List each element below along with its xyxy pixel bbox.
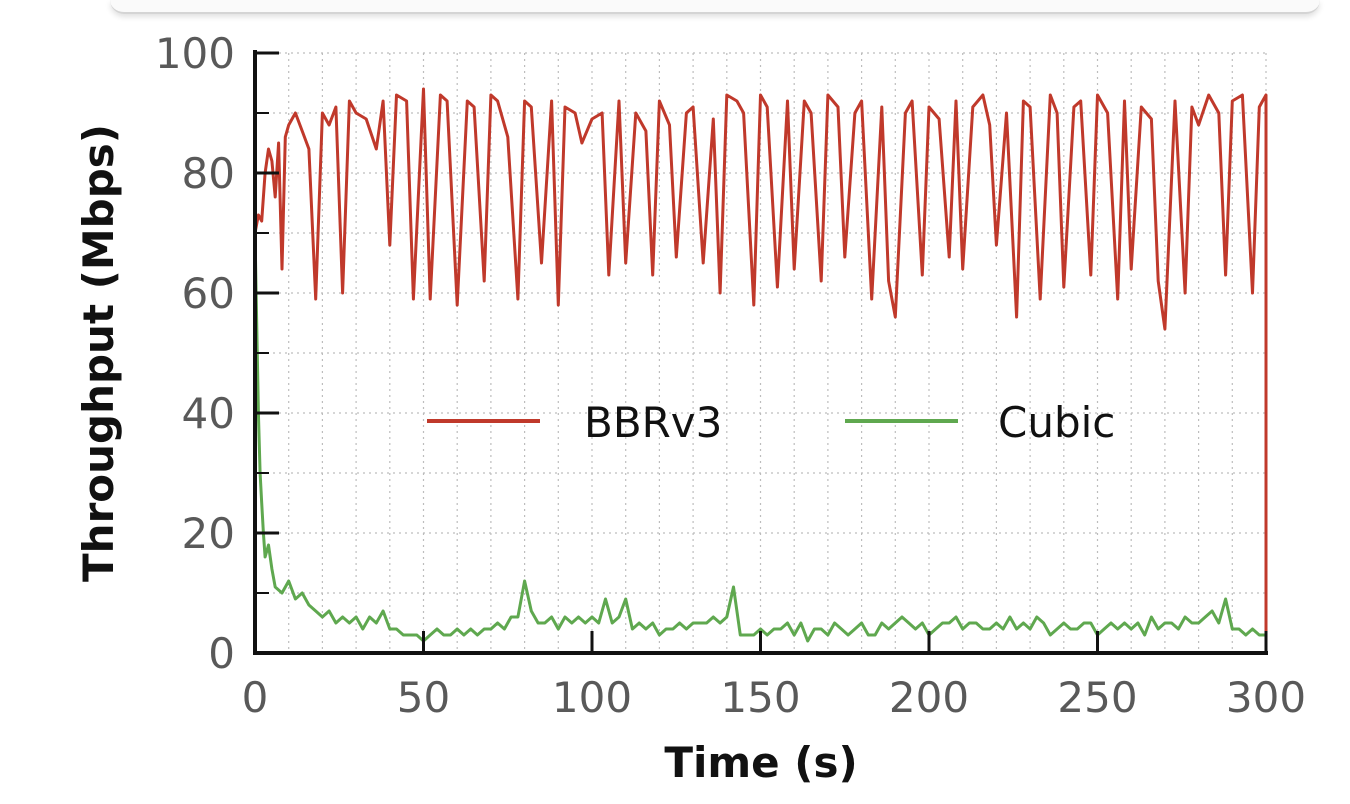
x-tick-label: 150 — [720, 673, 800, 722]
legend: BBRv3 Cubic — [427, 398, 1115, 447]
window-top-edge — [110, 0, 1320, 14]
legend-label-bbrv3: BBRv3 — [584, 398, 722, 447]
x-tick-label: 50 — [397, 673, 450, 722]
y-tick-label: 0 — [208, 629, 235, 678]
x-axis-title: Time (s) — [664, 738, 857, 787]
x-tick-label: 100 — [552, 673, 632, 722]
x-tick-label: 300 — [1226, 673, 1306, 722]
series-line-bbrv3 — [253, 87, 1268, 653]
y-axis-title: Throughput (Mbps) — [74, 124, 123, 582]
x-tick-label: 250 — [1057, 673, 1137, 722]
y-tick-label: 40 — [182, 389, 235, 438]
x-tick-label: 200 — [889, 673, 969, 722]
tick-labels: 0 20 40 60 80 100 0 50 100 150 200 250 300 — [155, 29, 1306, 722]
grid-lines — [255, 52, 1267, 653]
series-lines — [253, 87, 1268, 653]
y-tick-label: 20 — [182, 509, 235, 558]
y-tick-label: 80 — [182, 149, 235, 198]
y-tick-label: 100 — [155, 29, 235, 78]
x-tick-label: 0 — [242, 673, 269, 722]
series-line-cubic — [253, 232, 1266, 643]
legend-label-cubic: Cubic — [998, 398, 1115, 447]
y-tick-label: 60 — [182, 269, 235, 318]
